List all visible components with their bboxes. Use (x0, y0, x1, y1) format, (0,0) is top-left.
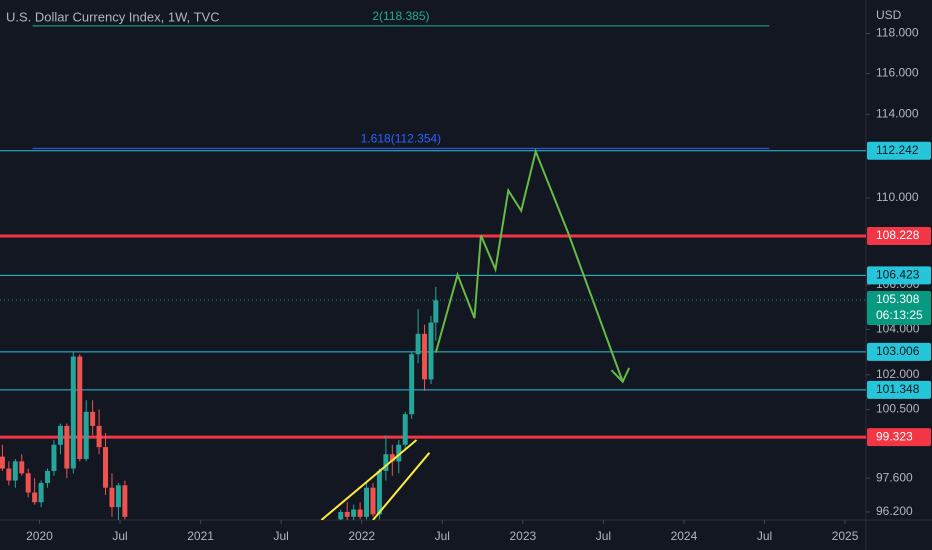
candle-body (19, 461, 25, 474)
candle-body (396, 444, 402, 462)
x-tick-label: 2025 (832, 529, 859, 543)
price-tag (867, 266, 931, 285)
price-tag (867, 380, 931, 399)
x-tick-label: 2021 (187, 529, 214, 543)
candle-body (70, 356, 76, 469)
candle-body (115, 485, 121, 508)
y-tick-label: 114.000 (876, 106, 919, 120)
x-tick-label: Jul (435, 529, 450, 543)
candle-body (422, 333, 428, 380)
candle-body (364, 487, 370, 517)
price-tag-label: 112.242 (876, 143, 919, 157)
y-tick-label: 100.500 (876, 402, 920, 416)
countdown: 06:13:25 (876, 308, 923, 322)
price-tag-label: 101.348 (876, 382, 920, 396)
candle-body (103, 447, 109, 488)
candle-body (32, 492, 38, 503)
x-tick-label: 2020 (26, 529, 53, 543)
price-tag (867, 428, 931, 447)
price-tag-label: 103.006 (876, 344, 920, 358)
candle-body (122, 485, 128, 517)
drawing (434, 148, 624, 383)
candle-body (6, 468, 12, 481)
candle-body (344, 511, 350, 517)
drawing (320, 439, 418, 520)
price-tag (867, 226, 931, 245)
x-tick-label: Jul (757, 529, 772, 543)
y-tick-label: 96.200 (876, 504, 913, 518)
candle-body (96, 425, 102, 448)
x-tick-label: 2023 (509, 529, 536, 543)
drawing (372, 452, 431, 520)
x-tick-label: Jul (273, 529, 288, 543)
y-tick-label: 97.600 (876, 470, 913, 484)
candle-body (51, 444, 57, 471)
candle-body (433, 300, 439, 323)
candle-body (64, 425, 70, 469)
candle-body (402, 414, 408, 445)
candle-body (57, 425, 63, 445)
candle-body (389, 454, 395, 462)
last-price-label: 105.308 (876, 292, 920, 306)
plot-area (0, 25, 866, 520)
x-tick-label: 2022 (348, 529, 375, 543)
price-tag-label: 108.228 (876, 228, 920, 242)
price-tag-label: 99.323 (876, 429, 913, 443)
candle-body (357, 509, 363, 517)
price-tag-label: 106.423 (876, 268, 920, 282)
axis-unit: USD (876, 8, 902, 22)
candle-body (109, 487, 115, 508)
y-tick-label: 118.000 (876, 26, 919, 40)
candle-body (409, 354, 415, 415)
candle-body (83, 411, 89, 459)
y-tick-label: 110.000 (876, 190, 919, 204)
y-tick-label: 102.000 (876, 367, 920, 381)
candle-body (370, 487, 376, 515)
candle-body (351, 509, 357, 517)
drawing (610, 367, 631, 384)
candle-body (45, 470, 51, 483)
price-tag (867, 342, 931, 361)
candle-body (338, 511, 344, 520)
candle-body (38, 482, 44, 503)
candle-body (25, 473, 31, 493)
fib-label: 1.618(112.354) (361, 132, 442, 146)
candle-body (428, 322, 434, 380)
x-tick-label: Jul (596, 529, 611, 543)
fib-label: 2(118.385) (372, 9, 429, 23)
x-tick-label: 2024 (671, 529, 698, 543)
chart-title: U.S. Dollar Currency Index, 1W, TVC (6, 9, 220, 24)
candle-body (0, 456, 5, 469)
price-tag (867, 141, 931, 160)
y-tick-label: 116.000 (876, 66, 919, 80)
candle-body (415, 333, 421, 355)
candle-body (77, 356, 83, 459)
candle-body (12, 461, 18, 481)
candle-body (90, 411, 96, 426)
candle-body (376, 470, 382, 515)
last-price-tag (867, 291, 931, 326)
x-tick-label: Jul (112, 529, 127, 543)
candle-body (383, 454, 389, 471)
